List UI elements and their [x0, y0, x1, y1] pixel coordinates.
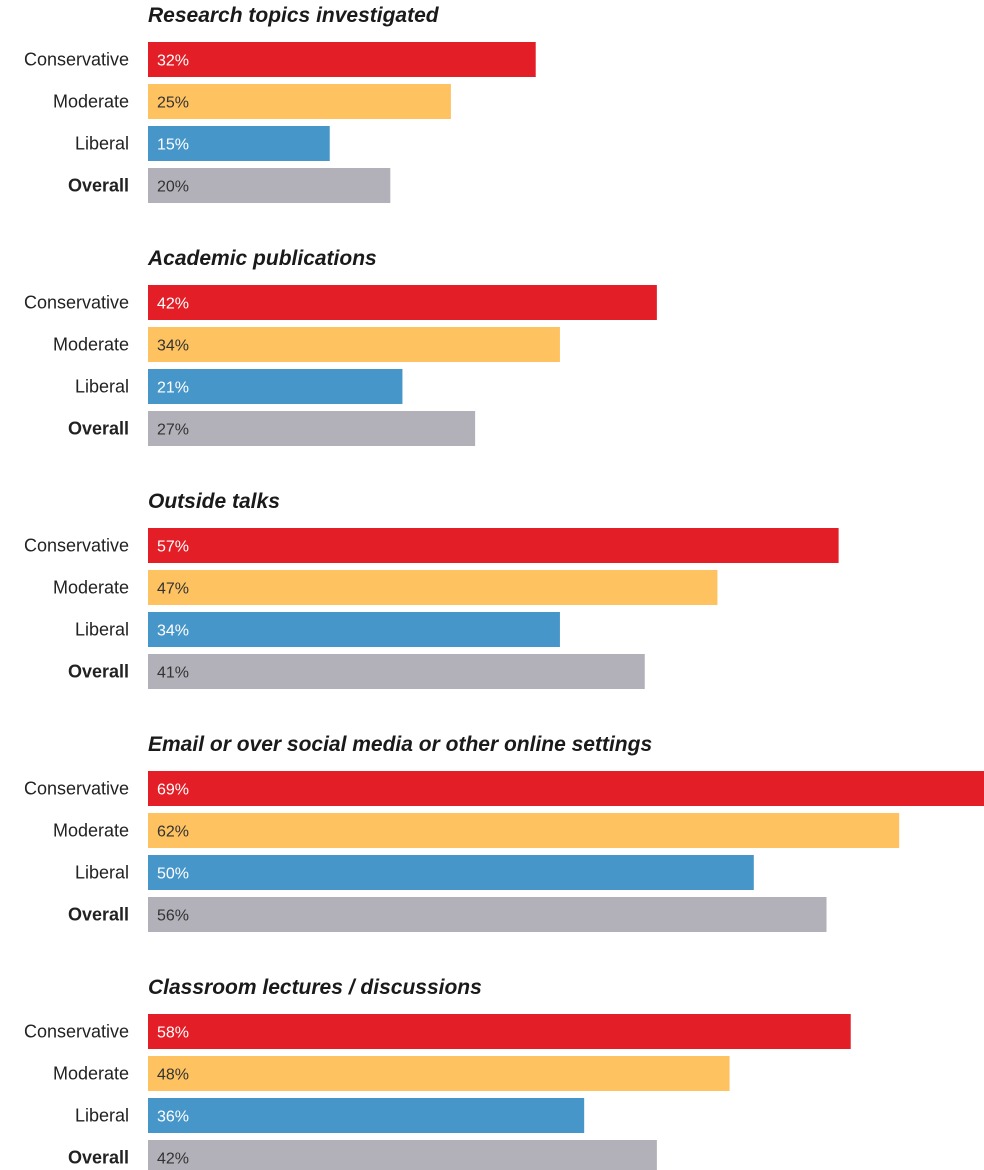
- bar-liberal: [148, 1098, 585, 1133]
- panel-title: Email or over social media or other onli…: [148, 733, 652, 756]
- value-label-moderate: 47%: [157, 581, 189, 598]
- value-label-liberal: 21%: [157, 380, 189, 397]
- bar-moderate: [148, 570, 718, 605]
- row-label-overall: Overall: [68, 662, 129, 682]
- panel-title: Research topics investigated: [148, 4, 440, 27]
- bar-overall: [148, 168, 391, 203]
- value-label-moderate: 34%: [157, 338, 189, 355]
- bar-overall: [148, 897, 827, 932]
- bar-liberal: [148, 612, 560, 647]
- row-label-moderate: Moderate: [53, 821, 129, 841]
- panel-3: Email or over social media or other onli…: [24, 733, 984, 932]
- row-label-liberal: Liberal: [75, 620, 129, 640]
- bar-conservative: [148, 528, 839, 563]
- row-label-liberal: Liberal: [75, 1106, 129, 1126]
- bar-liberal: [148, 126, 330, 161]
- row-label-conservative: Conservative: [24, 50, 129, 70]
- value-label-conservative: 32%: [157, 53, 189, 70]
- bar-moderate: [148, 84, 451, 119]
- value-label-liberal: 36%: [157, 1109, 189, 1126]
- bar-conservative: [148, 1014, 851, 1049]
- bar-overall: [148, 411, 476, 446]
- value-label-overall: 41%: [157, 665, 189, 682]
- bar-conservative: [148, 42, 536, 77]
- row-label-moderate: Moderate: [53, 578, 129, 598]
- value-label-moderate: 48%: [157, 1067, 189, 1084]
- row-label-liberal: Liberal: [75, 863, 129, 883]
- value-label-overall: 20%: [157, 179, 189, 196]
- panel-title: Outside talks: [148, 490, 280, 513]
- value-label-conservative: 69%: [157, 782, 189, 799]
- row-label-moderate: Moderate: [53, 92, 129, 112]
- value-label-conservative: 57%: [157, 539, 189, 556]
- row-label-conservative: Conservative: [24, 536, 129, 556]
- value-label-liberal: 50%: [157, 866, 189, 883]
- panel-title: Classroom lectures / discussions: [148, 976, 482, 999]
- value-label-liberal: 15%: [157, 137, 189, 154]
- bar-moderate: [148, 1056, 730, 1091]
- row-label-liberal: Liberal: [75, 377, 129, 397]
- value-label-conservative: 42%: [157, 296, 189, 313]
- panel-2: Outside talks Conservative 57% Moderate 47% L…: [24, 490, 839, 689]
- panel-0: Research topics investigated Conservative…: [24, 4, 536, 203]
- row-label-conservative: Conservative: [24, 1022, 129, 1042]
- bar-moderate: [148, 327, 560, 362]
- value-label-moderate: 25%: [157, 95, 189, 112]
- row-label-overall: Overall: [68, 905, 129, 925]
- row-label-overall: Overall: [68, 1148, 129, 1168]
- value-label-conservative: 58%: [157, 1025, 189, 1042]
- row-label-moderate: Moderate: [53, 1064, 129, 1084]
- panel-4: Classroom lectures / discussions Conserva…: [24, 976, 851, 1170]
- panel-1: Academic publications Conservative 42% Mode…: [24, 247, 657, 446]
- row-label-overall: Overall: [68, 419, 129, 439]
- bar-liberal: [148, 369, 403, 404]
- bar-overall: [148, 1140, 657, 1170]
- bar-liberal: [148, 855, 754, 890]
- bar-conservative: [148, 285, 657, 320]
- row-label-liberal: Liberal: [75, 134, 129, 154]
- panel-title: Academic publications: [147, 247, 377, 270]
- bar-overall: [148, 654, 645, 689]
- bar-moderate: [148, 813, 900, 848]
- row-label-conservative: Conservative: [24, 779, 129, 799]
- value-label-overall: 42%: [157, 1151, 189, 1168]
- row-label-overall: Overall: [68, 176, 129, 196]
- value-label-overall: 56%: [157, 908, 189, 925]
- value-label-overall: 27%: [157, 422, 189, 439]
- row-label-conservative: Conservative: [24, 293, 129, 313]
- value-label-moderate: 62%: [157, 824, 189, 841]
- bar-conservative: [148, 771, 984, 806]
- row-label-moderate: Moderate: [53, 335, 129, 355]
- value-label-liberal: 34%: [157, 623, 189, 640]
